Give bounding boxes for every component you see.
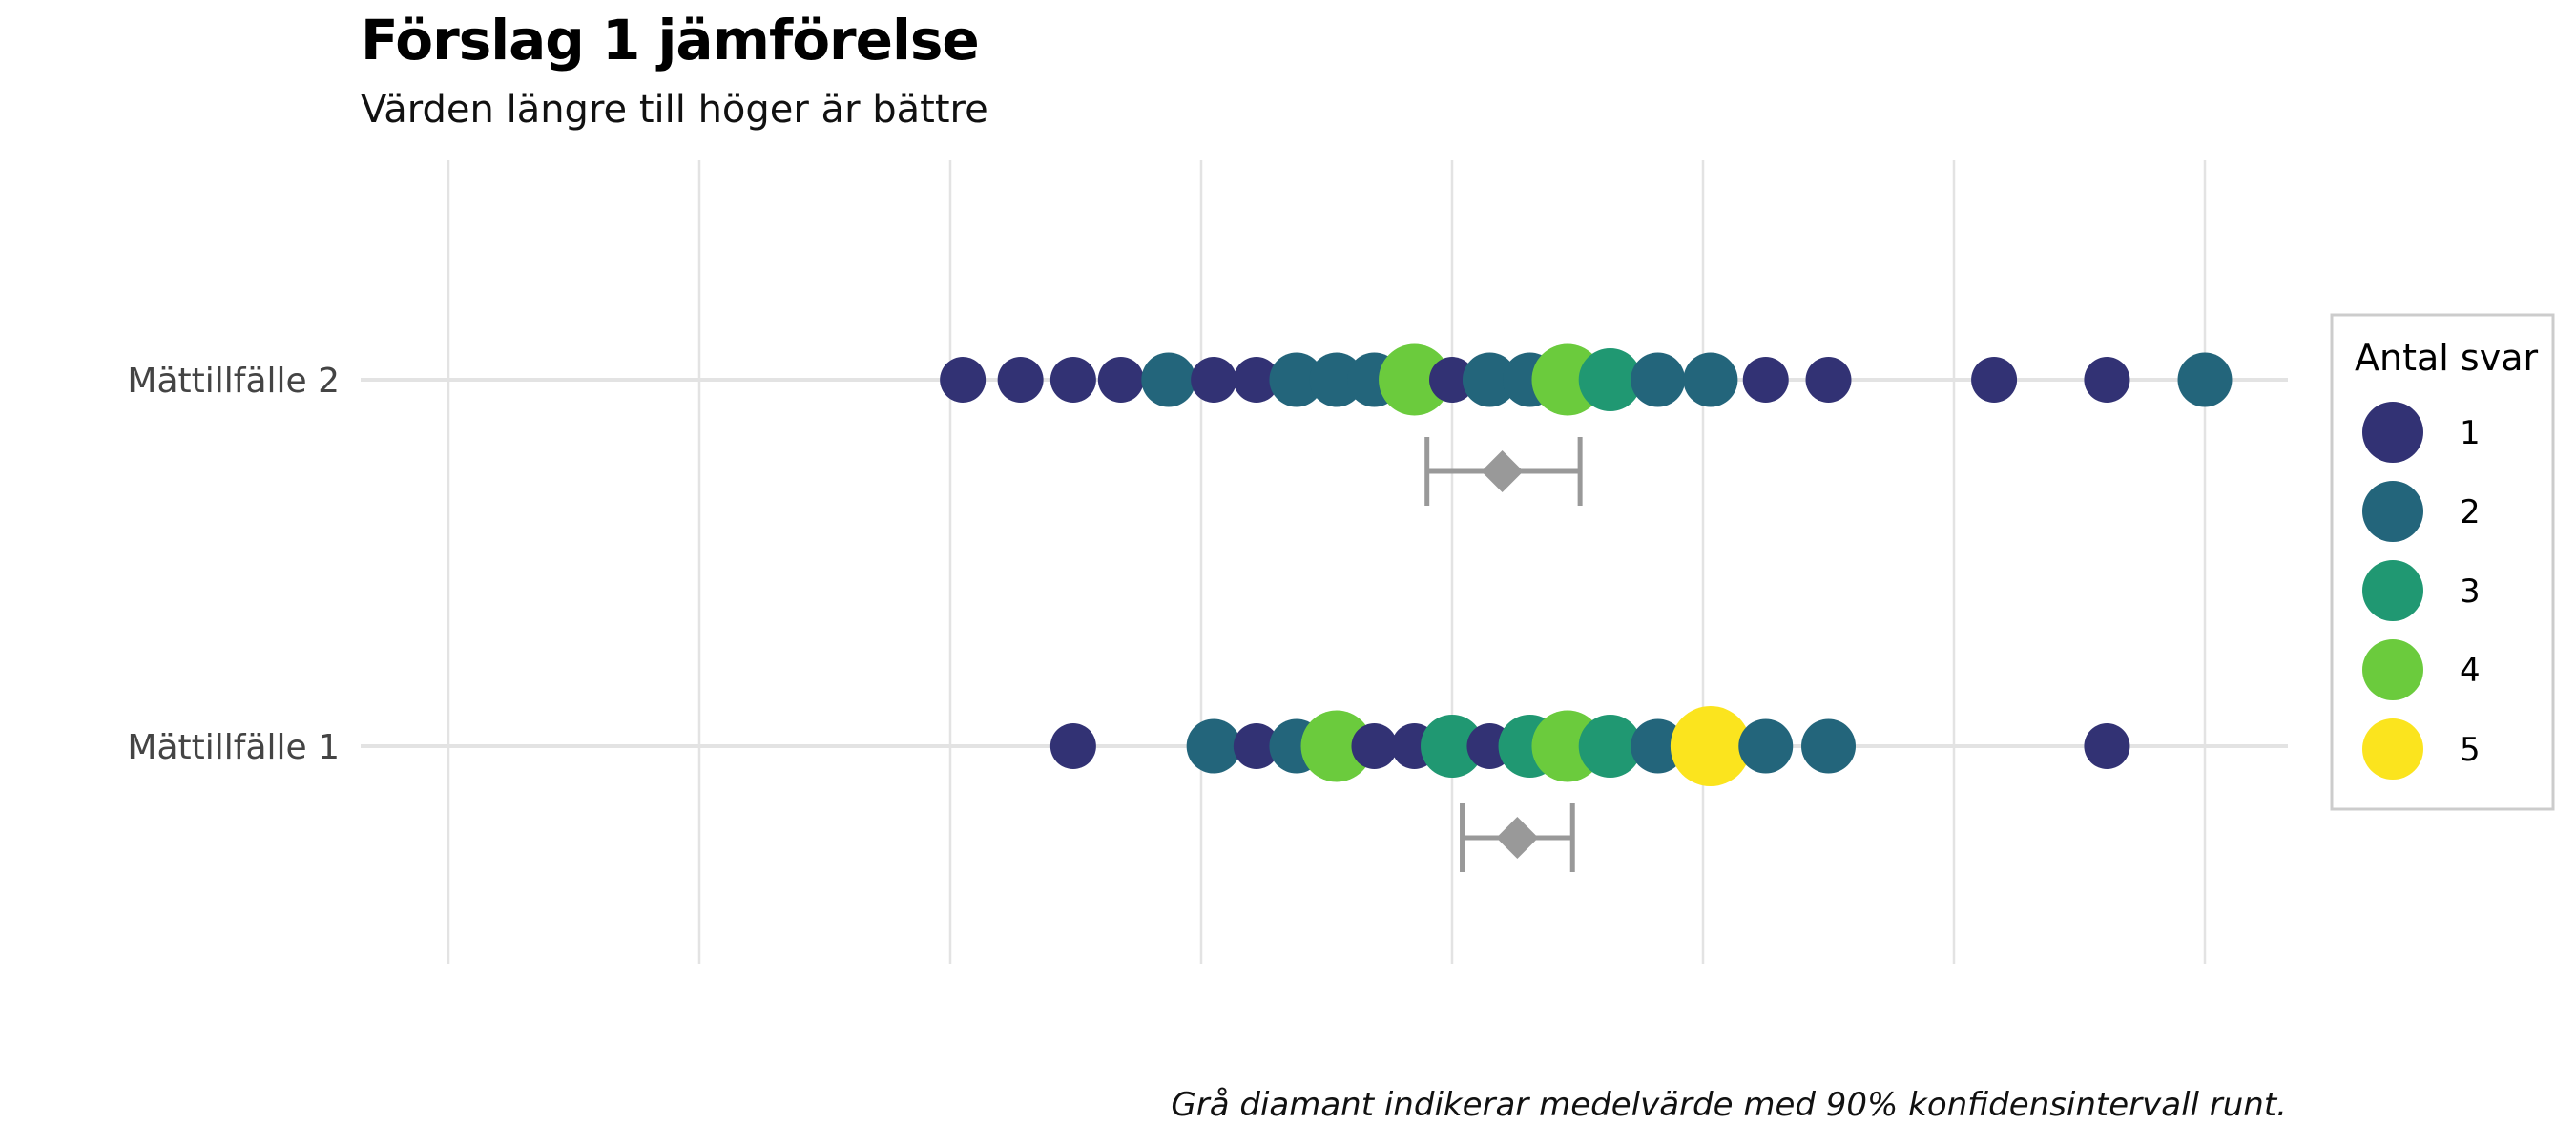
- data-point: [1269, 352, 1324, 407]
- y-category-label: Mättillfälle 2: [127, 362, 340, 401]
- data-point: [1578, 348, 1642, 411]
- data-point: [1309, 352, 1364, 407]
- grid-lines: [447, 160, 2207, 964]
- legend-title: Antal svar: [2355, 337, 2538, 379]
- legend-label-3: 3: [2460, 572, 2481, 611]
- data-point: [1631, 718, 1686, 774]
- data-point: [2084, 357, 2130, 403]
- data-point: [997, 357, 1044, 403]
- data-point: [1971, 357, 2018, 403]
- data-point: [1805, 357, 1852, 403]
- legend-key-1: [2362, 402, 2423, 463]
- data-point: [1191, 357, 1237, 403]
- legend-label-4: 4: [2460, 652, 2481, 690]
- mean-diamond: [1496, 817, 1539, 859]
- category-rows: Mättillfälle 2 Mättillfälle 1: [127, 362, 2288, 767]
- legend-label-5: 5: [2460, 731, 2481, 769]
- data-point: [1631, 352, 1686, 407]
- legend-box: [2330, 313, 2555, 811]
- mean-diamond: [1481, 450, 1524, 492]
- legend-key-5: [2362, 718, 2423, 780]
- mean-markers: [1424, 437, 1583, 872]
- data-point: [1233, 723, 1279, 769]
- chart-subtitle: Värden längre till höger är bättre: [361, 88, 988, 132]
- legend-key-4: [2362, 639, 2423, 700]
- data-point: [1233, 357, 1279, 403]
- data-point: [1097, 357, 1144, 403]
- data-point: [1738, 718, 1794, 774]
- data-point: [1186, 718, 1241, 774]
- legend-label-2: 2: [2460, 493, 2481, 531]
- data-points: [940, 344, 2233, 786]
- data-point: [1429, 357, 1475, 403]
- legend-key-3: [2362, 560, 2423, 621]
- data-point: [940, 357, 987, 403]
- data-point: [1379, 344, 1451, 416]
- chart-caption: Grå diamant indikerar medelvärde med 90%…: [1171, 1086, 2287, 1124]
- data-point: [1351, 723, 1398, 769]
- data-point: [1683, 352, 1738, 407]
- chart-title: Förslag 1 jämförelse: [361, 8, 980, 73]
- data-point: [1462, 352, 1517, 407]
- data-point: [1049, 723, 1096, 769]
- legend-label-1: 1: [2460, 414, 2481, 452]
- data-point: [1742, 357, 1789, 403]
- legend: Antal svar 1 2 3 4 5: [2330, 313, 2555, 811]
- y-category-label: Mättillfälle 1: [127, 728, 340, 767]
- data-point: [1421, 715, 1484, 778]
- data-point: [1300, 710, 1373, 782]
- data-point: [1670, 706, 1751, 786]
- data-point: [1049, 357, 1096, 403]
- data-point: [1141, 352, 1196, 407]
- data-point: [1801, 718, 1856, 774]
- data-point: [2177, 352, 2233, 407]
- legend-key-2: [2362, 481, 2423, 542]
- data-point: [1578, 715, 1642, 778]
- data-point: [2084, 723, 2130, 769]
